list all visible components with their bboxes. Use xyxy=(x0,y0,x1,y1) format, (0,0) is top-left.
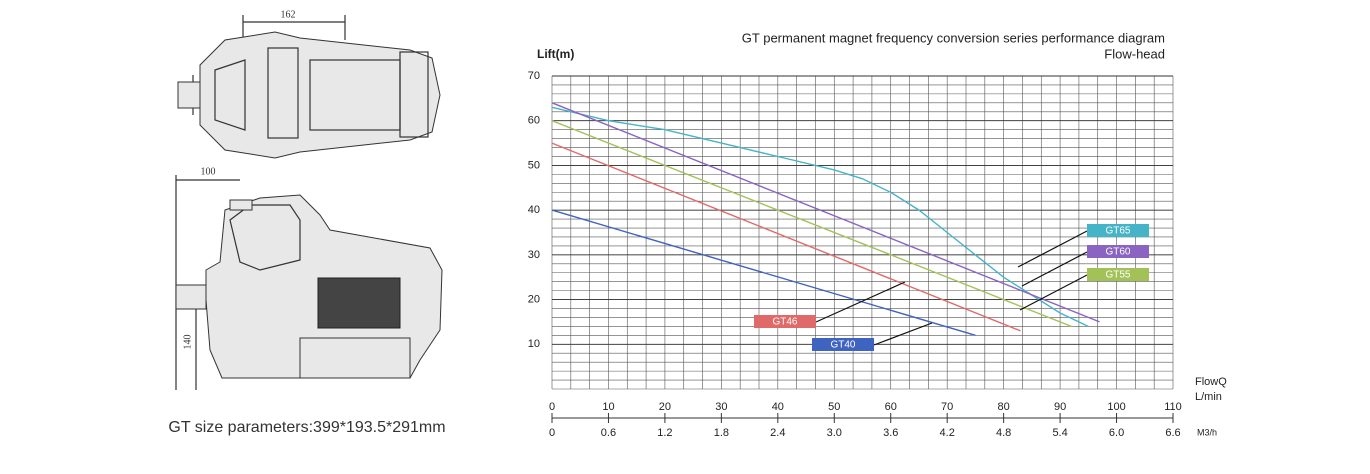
legend-swatch xyxy=(1087,268,1149,281)
x2-tick-label: 0.6 xyxy=(601,427,616,439)
x-tick-label: 30 xyxy=(715,401,727,413)
x2-tick-label: 6.6 xyxy=(1165,427,1180,439)
legend-label: GT55 xyxy=(1105,270,1130,281)
top-view-drawing: 162 92 xyxy=(177,9,441,159)
x-tick-label: 40 xyxy=(772,401,784,413)
legend-swatch xyxy=(1087,245,1149,258)
x-tick-label: 10 xyxy=(602,401,614,413)
x-tick-label: 60 xyxy=(885,401,897,413)
leader-line xyxy=(815,281,906,323)
x2-tick-label: 5.4 xyxy=(1052,427,1067,439)
leader-line xyxy=(873,322,933,346)
x2-tick-label: 1.8 xyxy=(714,427,729,439)
x2-tick-label: 3.6 xyxy=(883,427,898,439)
series-line xyxy=(551,102,1100,323)
outlet xyxy=(177,81,201,109)
x-axis-label: FlowQ xyxy=(1195,376,1227,388)
plot: 10 20 30 40 50 60 70 0 10 20 30 40 50 60 70 80 90 100 110 0… xyxy=(528,70,1182,439)
pump-detail xyxy=(267,47,299,139)
y-tick-label: 60 xyxy=(528,115,540,127)
x-axis-unit: L/min xyxy=(1195,391,1222,403)
legend-swatch xyxy=(812,338,874,351)
x2-axis-unit: M3/h xyxy=(1197,427,1217,437)
pump-detail xyxy=(214,59,246,131)
legend-label: GT60 xyxy=(1105,247,1130,258)
legend-label: GT65 xyxy=(1105,226,1130,237)
series-line xyxy=(551,106,1089,328)
legend-label: GT46 xyxy=(772,317,797,328)
series-line xyxy=(551,142,1021,332)
y-axis-label: Lift(m) xyxy=(537,47,574,61)
y-tick-label: 70 xyxy=(528,70,540,82)
motor-grille xyxy=(317,277,401,329)
y-tick-label: 50 xyxy=(528,159,540,171)
y-tick-label: 20 xyxy=(528,293,540,305)
y-tick-label: 10 xyxy=(528,338,540,350)
x-tick-label: 20 xyxy=(659,401,671,413)
cap xyxy=(229,199,253,211)
dimension-label: 100 xyxy=(201,166,216,177)
x2-tick-label: 1.2 xyxy=(657,427,672,439)
x-tick-label: 0 xyxy=(549,401,555,413)
pump-detail xyxy=(399,51,429,138)
x-tick-label: 110 xyxy=(1164,401,1182,413)
x2-tick-label: 0 xyxy=(549,427,555,439)
x2-tick-label: 3.0 xyxy=(827,427,842,439)
y-tick-label: 40 xyxy=(528,204,540,216)
x-tick-label: 90 xyxy=(1054,401,1066,413)
base xyxy=(299,337,411,379)
x2-tick-label: 2.4 xyxy=(770,427,785,439)
side-view-drawing: 100 140 xyxy=(175,166,443,390)
legend-label: GT40 xyxy=(830,340,855,351)
pump-top-outline xyxy=(199,31,441,159)
leader-line xyxy=(1017,230,1088,268)
chart-subtitle: Flow-head xyxy=(1104,46,1165,61)
y-tick-label: 30 xyxy=(528,249,540,261)
dimension-label: 140 xyxy=(182,335,193,350)
x-tick-label: 70 xyxy=(941,401,953,413)
x2-tick-label: 4.8 xyxy=(996,427,1011,439)
inlet xyxy=(175,284,207,310)
leader-line xyxy=(1021,251,1088,287)
legend-swatch xyxy=(1087,224,1149,237)
dimension-label: 162 xyxy=(281,9,296,20)
chart-title: GT permanent magnet frequency conversion… xyxy=(742,30,1165,45)
x-tick-label: 100 xyxy=(1107,401,1125,413)
leader-line xyxy=(1019,274,1088,311)
x2-tick-label: 6.0 xyxy=(1109,427,1124,439)
legend-swatch xyxy=(754,315,816,328)
size-caption: GT size parameters:399*193.5*291mm xyxy=(168,419,445,436)
series-line xyxy=(551,209,976,336)
x2-tick-label: 4.2 xyxy=(940,427,955,439)
pump-detail xyxy=(229,204,301,271)
x-tick-label: 80 xyxy=(998,401,1010,413)
series-line xyxy=(551,120,1072,328)
x-tick-label: 50 xyxy=(828,401,840,413)
